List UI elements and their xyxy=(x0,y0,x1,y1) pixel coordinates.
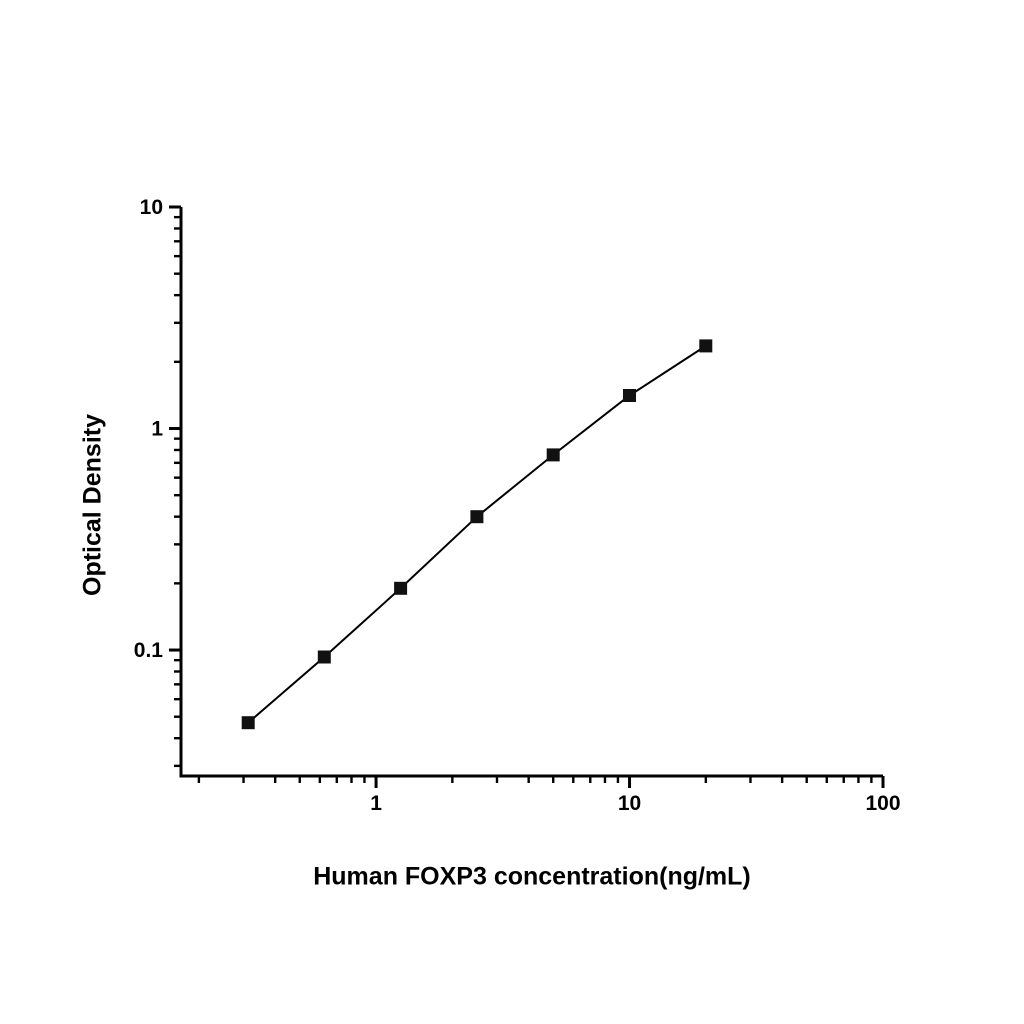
data-point-marker xyxy=(470,510,484,524)
data-point-marker xyxy=(317,650,331,664)
y-axis-title: Optical Density xyxy=(78,414,107,596)
data-point-marker xyxy=(241,716,255,730)
y-tick-label: 10 xyxy=(140,196,163,219)
data-point-marker xyxy=(699,339,713,353)
standard-curve-line xyxy=(247,345,707,724)
data-point-marker xyxy=(394,581,408,595)
x-tick-label: 100 xyxy=(865,792,900,815)
x-tick-label: 10 xyxy=(618,792,641,815)
x-axis-title: Human FOXP3 concentration(ng/mL) xyxy=(313,862,751,891)
y-tick-label: 0.1 xyxy=(134,639,164,662)
y-tick-label: 1 xyxy=(151,418,163,441)
data-point-marker xyxy=(546,448,560,462)
x-tick-label: 1 xyxy=(370,792,382,815)
data-point-marker xyxy=(623,389,636,402)
